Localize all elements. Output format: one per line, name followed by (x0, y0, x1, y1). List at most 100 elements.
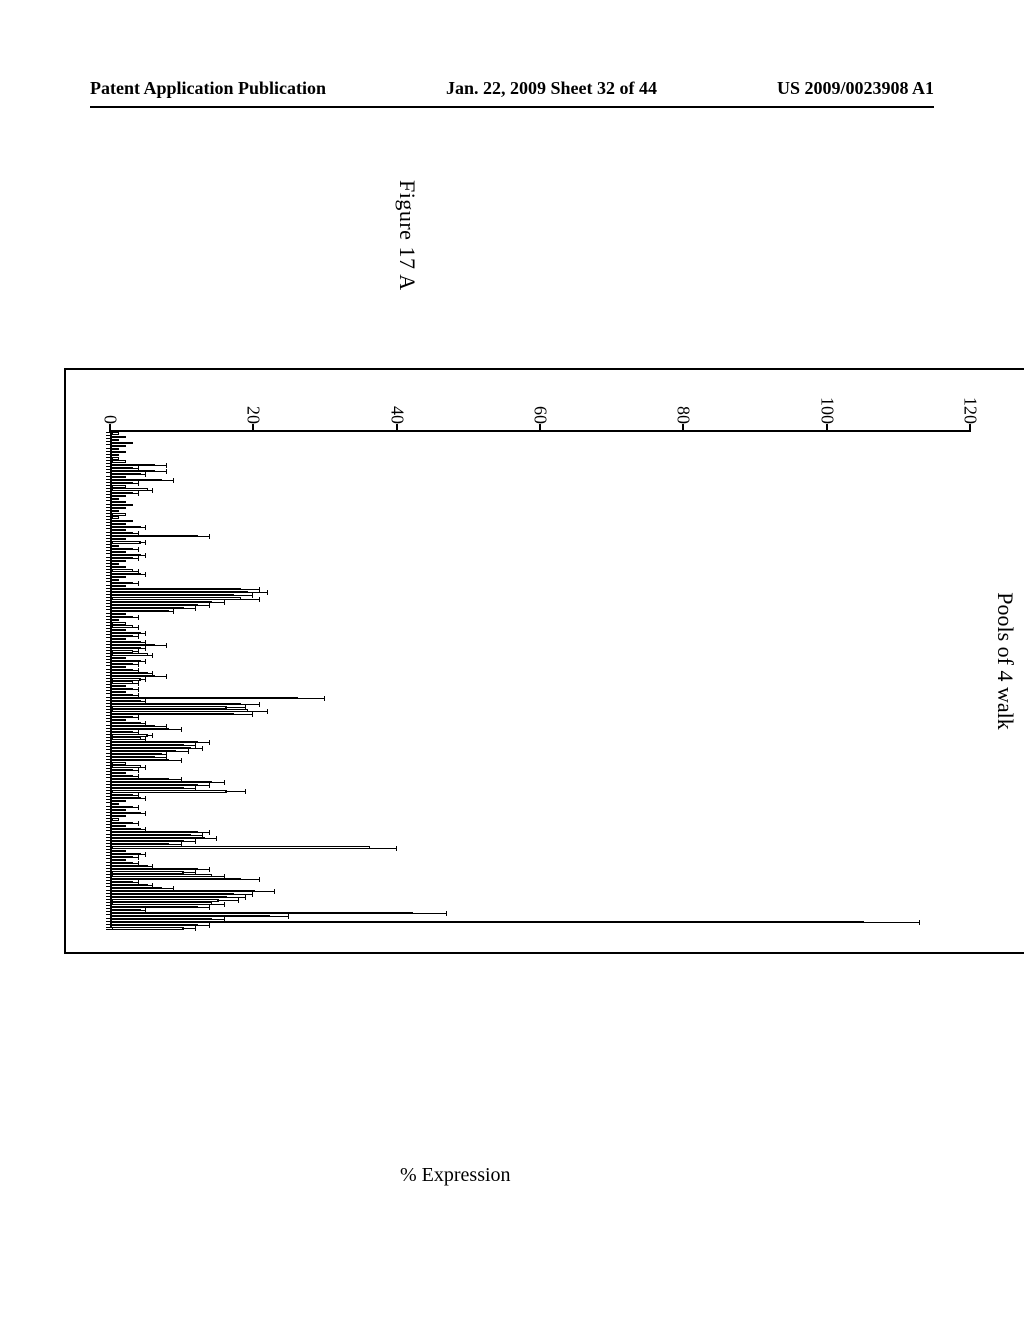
bar (112, 488, 148, 490)
error-cap (138, 556, 139, 561)
bar (112, 495, 126, 497)
error-cap (145, 646, 146, 651)
error-cap (252, 892, 253, 897)
error-bar (210, 602, 224, 603)
bar (112, 899, 220, 901)
error-cap (138, 662, 139, 667)
bar (112, 703, 241, 705)
bar (112, 784, 198, 786)
bar (112, 442, 134, 444)
error-cap (138, 805, 139, 810)
error-cap (138, 625, 139, 630)
bar (112, 663, 134, 665)
error-cap (174, 478, 175, 483)
error-cap (166, 469, 167, 474)
error-cap (195, 926, 196, 931)
bar (112, 744, 184, 746)
error-cap (396, 846, 397, 851)
bar (112, 837, 205, 839)
bar (112, 604, 198, 606)
bar (112, 644, 155, 646)
error-cap (324, 696, 325, 701)
y-tick (682, 424, 684, 432)
error-cap (209, 783, 210, 788)
bar (112, 675, 155, 677)
error-cap (181, 758, 182, 763)
error-cap (152, 488, 153, 493)
bar (112, 828, 141, 830)
error-bar (246, 592, 268, 593)
error-cap (166, 674, 167, 679)
error-bar (196, 742, 210, 743)
chart-border: Pools of 4 walk 020406080100120 (64, 368, 1024, 954)
error-bar (225, 897, 247, 898)
bar (112, 878, 241, 880)
bar (112, 439, 119, 441)
bar (112, 560, 126, 562)
bar (112, 716, 134, 718)
bar (112, 545, 119, 547)
bar (112, 722, 141, 724)
error-cap (138, 681, 139, 686)
error-cap (145, 811, 146, 816)
bar (112, 840, 184, 842)
bar (112, 666, 126, 668)
x-tick (106, 929, 112, 930)
error-bar (232, 714, 254, 715)
bar (112, 765, 141, 767)
bar (112, 591, 248, 593)
bar (112, 538, 126, 540)
bar (112, 557, 134, 559)
error-bar (268, 916, 290, 917)
bar (112, 436, 126, 438)
bar (112, 569, 134, 571)
bar (112, 660, 141, 662)
error-cap (145, 472, 146, 477)
bar (112, 619, 119, 621)
bar (112, 887, 162, 889)
bar (112, 902, 212, 904)
error-cap (288, 914, 289, 919)
error-bar (296, 698, 325, 699)
bar (112, 769, 134, 771)
bar (112, 523, 126, 525)
bar (112, 856, 134, 858)
bar (112, 641, 141, 643)
bar (112, 915, 270, 917)
error-bar (153, 757, 167, 758)
error-bar (160, 480, 174, 481)
error-cap (138, 547, 139, 552)
bar (112, 629, 126, 631)
error-bar (167, 760, 181, 761)
bar (112, 504, 134, 506)
error-bar (196, 832, 210, 833)
error-bar (210, 919, 224, 920)
bar (112, 445, 126, 447)
error-cap (267, 709, 268, 714)
error-bar (239, 599, 261, 600)
error-cap (145, 677, 146, 682)
bar (112, 787, 184, 789)
error-cap (217, 836, 218, 841)
error-bar (196, 907, 210, 908)
bar (112, 685, 126, 687)
error-cap (152, 653, 153, 658)
bar (112, 691, 126, 693)
bar (112, 906, 198, 908)
bar (112, 510, 119, 512)
bar (112, 451, 126, 453)
error-bar (182, 788, 196, 789)
error-cap (138, 855, 139, 860)
bar (112, 457, 119, 459)
error-cap (166, 463, 167, 468)
error-cap (145, 659, 146, 664)
error-cap (138, 687, 139, 692)
bar (112, 706, 227, 708)
error-cap (145, 796, 146, 801)
bar (112, 822, 134, 824)
bar (112, 772, 126, 774)
bar (112, 853, 141, 855)
error-cap (224, 780, 225, 785)
bar (112, 594, 234, 596)
error-bar (167, 729, 181, 730)
